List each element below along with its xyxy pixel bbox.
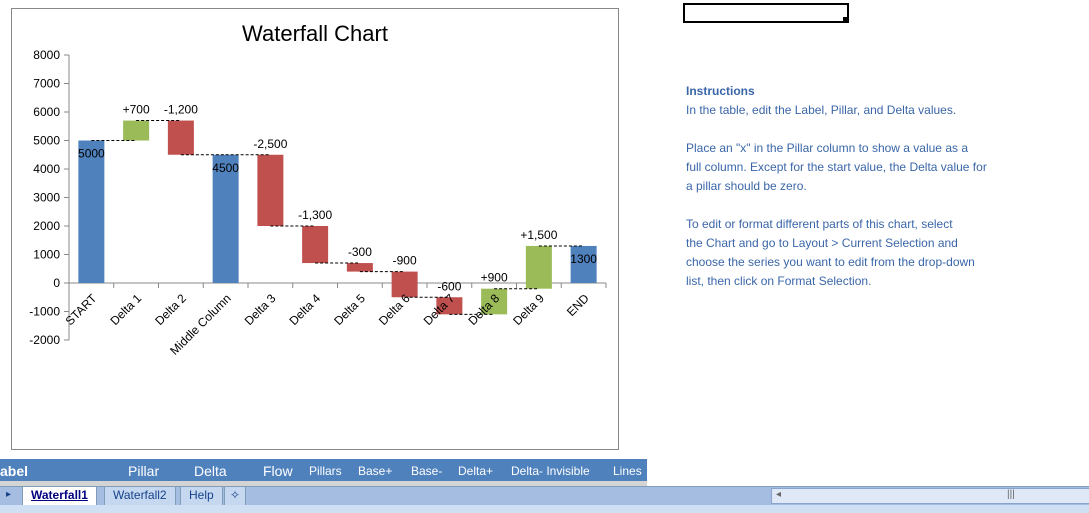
delta-bar[interactable] (481, 288, 508, 315)
header-pillar[interactable]: Pillar (128, 463, 160, 479)
delta-bar[interactable] (123, 120, 150, 141)
waterfall-chart[interactable]: Waterfall Chart 8000 7000 6000 5000 4000 3000… (11, 8, 619, 450)
y-tick-label: 0 (53, 276, 60, 290)
fill-handle[interactable] (843, 17, 849, 23)
insert-sheet-icon[interactable]: ✧ (224, 487, 247, 506)
delta-bar[interactable] (257, 154, 284, 226)
x-tick-label: Delta 1 (107, 291, 144, 328)
selected-cell[interactable] (683, 3, 849, 23)
x-tick-label: Delta 9 (510, 291, 547, 328)
header-delta-plus[interactable]: Delta+ (458, 464, 494, 478)
x-tick-label: Delta 4 (286, 291, 323, 328)
y-tick-label: 8000 (33, 48, 60, 62)
blank-line (686, 120, 987, 139)
delta-bar[interactable] (436, 297, 463, 315)
status-bar (0, 505, 1089, 513)
delta-bar[interactable] (346, 263, 373, 272)
header-label[interactable]: abel (0, 463, 29, 479)
data-label: +900 (481, 271, 508, 285)
pillar-bar[interactable] (78, 140, 105, 284)
tab-waterfall2[interactable]: Waterfall2 (104, 487, 176, 506)
y-tick-label: 6000 (33, 105, 60, 119)
chart-title: Waterfall Chart (242, 21, 388, 46)
y-tick-label: 7000 (33, 77, 60, 91)
instruction-line: list, then click on Format Selection. (686, 274, 872, 288)
delta-bar[interactable] (525, 245, 552, 289)
data-label: -2,500 (253, 137, 287, 151)
x-tick-label: Delta 3 (242, 291, 279, 328)
instructions-heading: Instructions (686, 84, 755, 98)
instruction-line: In the table, edit the Label, Pillar, an… (686, 103, 957, 117)
scroll-left-icon[interactable]: ◂ (776, 489, 782, 500)
header-lines[interactable]: Lines (613, 464, 642, 478)
delta-bar[interactable] (167, 120, 194, 155)
data-label: -600 (437, 279, 461, 293)
y-tick-label: 4000 (33, 162, 60, 176)
delta-bar[interactable] (302, 226, 329, 264)
instructions-panel: Instructions In the table, edit the Labe… (686, 82, 987, 291)
data-label: -1,300 (298, 208, 332, 222)
data-label: 5000 (78, 147, 105, 161)
x-tick-label: Delta 5 (331, 291, 368, 328)
y-tick-label: -2000 (29, 333, 60, 347)
table-header-row: abel Pillar Delta Flow Pillars Base+ Bas… (0, 459, 647, 481)
y-tick-label: 2000 (33, 219, 60, 233)
y-tick-label: 5000 (33, 134, 60, 148)
tab-help[interactable]: Help (180, 487, 223, 506)
header-pillars[interactable]: Pillars (309, 464, 342, 478)
x-tick-label: Delta 2 (152, 291, 189, 328)
header-base-minus[interactable]: Base- (411, 464, 443, 478)
blank-line (686, 196, 987, 215)
pillar-bar[interactable] (570, 245, 597, 283)
data-label: 4500 (212, 161, 239, 175)
instruction-line: choose the series you want to edit from … (686, 255, 975, 269)
data-label: +700 (123, 103, 150, 117)
data-label: 1300 (570, 252, 597, 266)
y-tick-label: -1000 (29, 305, 60, 319)
tab-scroll-right-icon[interactable]: ▸ (6, 489, 12, 500)
x-tick-label: END (564, 291, 592, 319)
chart-canvas: Waterfall Chart 8000 7000 6000 5000 4000 3000… (29, 21, 607, 358)
instruction-line: Place an "x" in the Pillar column to sho… (686, 141, 968, 155)
data-label: -300 (348, 245, 372, 259)
instruction-line: full column. Except for the start value,… (686, 160, 987, 174)
table-row[interactable] (0, 481, 647, 487)
header-flow[interactable]: Flow (263, 463, 293, 479)
instruction-line: To edit or format different parts of thi… (686, 217, 953, 231)
data-label: -1,200 (164, 103, 198, 117)
header-base-plus[interactable]: Base+ (358, 464, 393, 478)
instruction-line: the Chart and go to Layout > Current Sel… (686, 236, 958, 250)
instruction-line: a pillar should be zero. (686, 179, 807, 193)
header-delta[interactable]: Delta (194, 463, 227, 479)
scroll-thumb-grip[interactable]: ||| (1007, 489, 1015, 500)
horizontal-scrollbar[interactable]: ◂ ||| (771, 488, 1089, 504)
header-delta-minus-invisible[interactable]: Delta- Invisible (511, 464, 590, 478)
delta-bar[interactable] (391, 271, 418, 298)
tab-waterfall1[interactable]: Waterfall1 (22, 487, 97, 506)
y-tick-label: 1000 (33, 248, 60, 262)
x-tick-label: START (63, 291, 100, 328)
y-tick-label: 3000 (33, 191, 60, 205)
data-label: +1,500 (520, 228, 557, 242)
pillar-bar[interactable] (212, 154, 239, 283)
data-label: -900 (393, 254, 417, 268)
